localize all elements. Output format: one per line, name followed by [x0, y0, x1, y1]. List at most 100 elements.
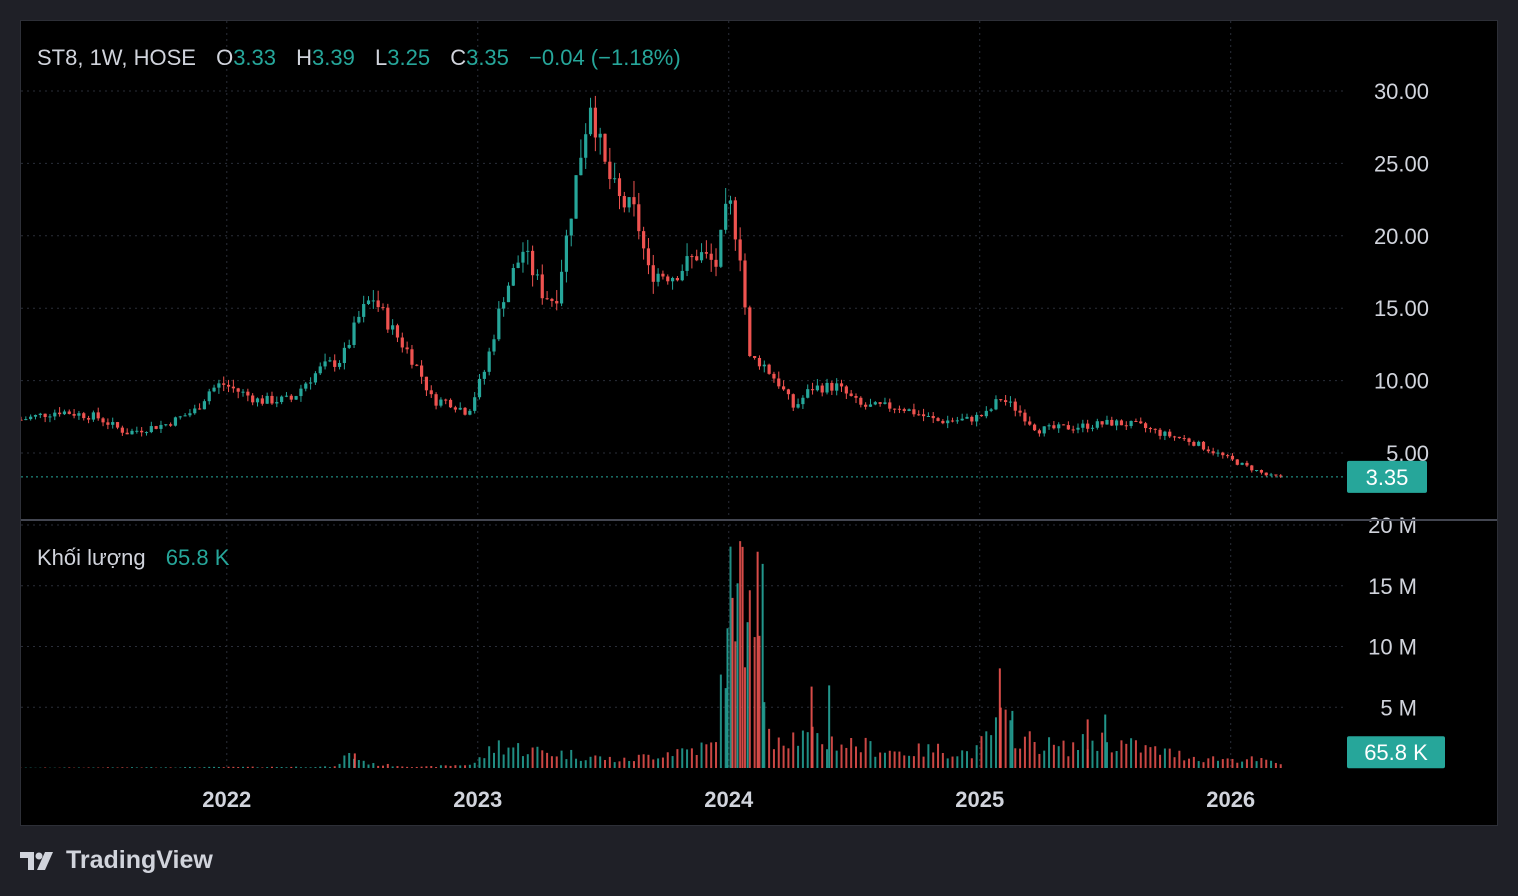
- volume-bar: [521, 756, 524, 768]
- volume-bar: [761, 563, 764, 768]
- volume-bar: [261, 767, 264, 768]
- volume-bar: [401, 766, 404, 768]
- volume-bar: [266, 767, 269, 768]
- volume-bar: [203, 767, 206, 768]
- candle-body: [1279, 475, 1283, 477]
- volume-bar: [1038, 753, 1041, 768]
- volume-bar: [1154, 746, 1157, 768]
- candle-body: [1240, 462, 1244, 465]
- volume-bar: [666, 752, 669, 768]
- candle-body: [178, 416, 182, 418]
- candle-body: [675, 277, 680, 281]
- volume-bar: [1004, 709, 1007, 768]
- volume-bar: [647, 754, 650, 768]
- change-value: −0.04 (−1.18%): [529, 45, 681, 70]
- volume-bar: [908, 755, 911, 768]
- candle-body: [540, 274, 544, 299]
- candle-body: [159, 424, 163, 429]
- candle-body: [810, 389, 815, 391]
- candle-body: [135, 430, 139, 432]
- volume-bar: [314, 767, 317, 768]
- volume-bar: [280, 767, 283, 768]
- candle-body: [1148, 428, 1153, 430]
- volume-bar: [493, 752, 496, 768]
- last-price-badge-text: 3.35: [1366, 465, 1409, 490]
- candle-body: [424, 376, 429, 391]
- candle-body: [251, 395, 255, 403]
- volume-bar: [1072, 742, 1075, 768]
- volume-bar: [488, 746, 491, 768]
- candle-body: [864, 404, 868, 407]
- candle-body: [979, 414, 984, 417]
- candle-body: [989, 409, 993, 411]
- candle-body: [719, 229, 723, 267]
- volume-bar: [106, 767, 109, 768]
- volume-bar: [1105, 742, 1108, 768]
- candle-body: [680, 270, 684, 281]
- candle-body: [1023, 412, 1027, 422]
- candle-body: [1197, 441, 1201, 446]
- volume-bar: [1279, 764, 1282, 768]
- volume-bar: [1014, 748, 1017, 768]
- candle-body: [791, 394, 795, 408]
- volume-bar: [1245, 759, 1248, 768]
- candle-body: [202, 401, 207, 410]
- symbol-label[interactable]: ST8, 1W, HOSE: [37, 45, 196, 70]
- volume-bar: [246, 766, 249, 768]
- volume-bar: [676, 749, 679, 768]
- volume-bar: [724, 688, 727, 768]
- candle-body: [762, 364, 766, 367]
- volume-bar: [357, 759, 360, 768]
- brand[interactable]: TradingView: [20, 846, 213, 875]
- candle-body: [1172, 436, 1177, 438]
- candle-body: [323, 361, 327, 367]
- candle-body: [222, 383, 226, 385]
- volume-bar: [328, 767, 331, 768]
- candle-body: [1086, 423, 1090, 429]
- volume-bar: [772, 749, 775, 768]
- volume-bar: [391, 766, 394, 768]
- chart-frame[interactable]: 30.00 25.00 20.00 15.00 10.00 5.00 20 M 15 M 10 …: [20, 20, 1498, 826]
- candle-body: [970, 416, 974, 422]
- volume-bar: [309, 767, 312, 768]
- volume-bar: [826, 749, 829, 768]
- volume-bar: [348, 753, 351, 768]
- volume-bar: [459, 765, 462, 768]
- volume-bar: [956, 756, 959, 768]
- candle-body: [921, 414, 926, 417]
- candle-body: [410, 349, 414, 365]
- candle-body: [936, 418, 940, 421]
- candle-body: [1230, 455, 1235, 460]
- candle-body: [101, 418, 105, 423]
- volume-bar: [932, 752, 935, 768]
- candle-body: [1081, 423, 1085, 428]
- candle-body: [926, 415, 930, 417]
- volume-bar: [1183, 760, 1186, 768]
- volume-bar: [845, 747, 848, 768]
- volume-bar: [1265, 759, 1268, 768]
- candle-body: [318, 366, 322, 374]
- candle-body: [613, 178, 617, 180]
- candle-body: [656, 273, 660, 282]
- candle-body: [453, 407, 457, 410]
- candle-body: [173, 417, 178, 426]
- volume-bar: [642, 754, 645, 768]
- candle-body: [231, 386, 235, 389]
- volume-bar: [893, 751, 896, 768]
- price-tick-label: 25.00: [1374, 151, 1429, 176]
- volume-tick-label: 20 M: [1368, 513, 1417, 538]
- candle-body: [825, 382, 829, 393]
- volume-legend: Khối lượng 65.8 K: [37, 545, 229, 571]
- volume-bar: [816, 733, 819, 768]
- candle-body: [526, 250, 530, 252]
- volume-bar: [497, 740, 500, 768]
- candle-body: [994, 399, 998, 410]
- volume-bar: [726, 628, 729, 768]
- volume-bar: [922, 756, 925, 768]
- candle-body: [902, 409, 906, 412]
- volume-bar: [966, 751, 969, 768]
- candle-body: [477, 378, 482, 398]
- volume-bar: [729, 546, 732, 768]
- volume-bar: [1270, 760, 1273, 768]
